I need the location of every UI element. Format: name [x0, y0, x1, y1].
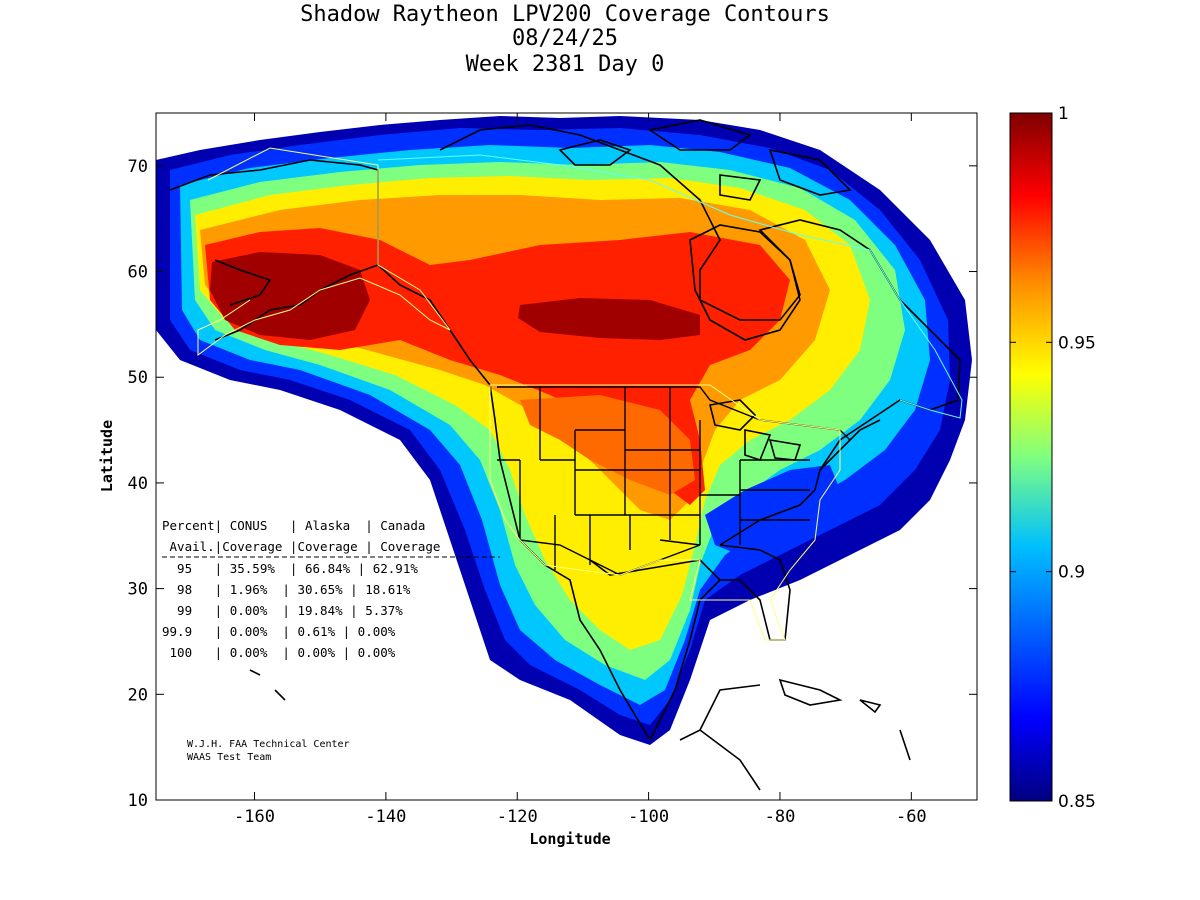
us-east-coast — [719, 419, 881, 546]
x-tick-label: -160 — [234, 807, 275, 827]
y-tick-label: 70 — [128, 157, 148, 177]
stats-row: 98 | 1.96% | 30.65% | 18.61% — [162, 582, 411, 597]
stats-row: 95 | 35.59% | 66.84% | 62.91% — [162, 561, 418, 576]
x-tick-label: -80 — [765, 807, 796, 827]
plot-frame — [155, 112, 978, 801]
stats-row: 100 | 0.00% | 0.00% | 0.00% — [162, 645, 396, 660]
y-tick-label: 40 — [128, 474, 148, 494]
coverage-contours — [156, 116, 972, 745]
chart-title: Shadow Raytheon LPV200 Coverage Contours — [300, 2, 830, 27]
stats-row: 99.9 | 0.00% | 0.61% | 0.00% — [162, 624, 396, 639]
credit-line-2: WAAS Test Team — [187, 752, 271, 763]
colorbar-tick-label: 0.85 — [1058, 792, 1096, 812]
alaska-coastline — [169, 159, 451, 341]
state-lines — [497, 387, 810, 570]
colorbar: 0.85 0.9 0.95 1 — [1009, 104, 1096, 812]
arctic-islands — [558, 119, 852, 201]
colorbar-ticks: 0.85 0.9 0.95 1 — [1010, 104, 1096, 812]
canada-service-volume — [377, 154, 963, 419]
colorbar-tick-label: 1 — [1058, 104, 1069, 124]
central-america — [679, 684, 761, 791]
coverage-stats-table: Percent| CONUS | Alaska | Canada Avail.|… — [162, 518, 500, 660]
x-axis-label: Longitude — [529, 830, 610, 848]
caribbean-islands — [249, 669, 911, 761]
y-tick-label: 50 — [128, 368, 148, 388]
chart-week-day: Week 2381 Day 0 — [465, 52, 665, 77]
coverage-band-099-canada — [518, 298, 700, 340]
stats-row: 99 | 0.00% | 19.84% | 5.37% — [162, 603, 403, 618]
colorbar-tick-label: 0.9 — [1058, 563, 1085, 583]
colorbar-gradient — [1010, 113, 1052, 801]
stats-header-1: Percent| CONUS | Alaska | Canada — [162, 518, 425, 533]
x-tick-label: -140 — [365, 807, 406, 827]
conus-service-volume — [489, 384, 841, 641]
y-tick-label: 20 — [128, 685, 148, 705]
y-tick-label: 10 — [128, 791, 148, 811]
alaska-service-volume — [197, 147, 451, 356]
service-volume-outlines — [197, 147, 963, 641]
y-tick-label: 60 — [128, 263, 148, 283]
credit-line-1: W.J.H. FAA Technical Center — [187, 739, 350, 750]
y-tick-label: 30 — [128, 580, 148, 600]
us-mexico-border — [519, 539, 701, 576]
x-tick-label: -100 — [628, 807, 669, 827]
colorbar-tick-label: 0.95 — [1058, 333, 1096, 353]
x-tick-label: -120 — [497, 807, 538, 827]
colorbar-frame — [1009, 112, 1053, 802]
x-tick-label: -60 — [896, 807, 927, 827]
y-ticks: 10 20 30 40 50 60 70 — [128, 157, 977, 811]
chart-date: 08/24/25 — [512, 26, 618, 51]
hudson-bay — [689, 224, 801, 341]
y-axis-label: Latitude — [98, 420, 116, 492]
x-ticks: -160 -140 -120 -100 -80 -60 — [234, 113, 927, 827]
stats-header-2: Avail.|Coverage |Coverage | Coverage — [162, 539, 440, 554]
